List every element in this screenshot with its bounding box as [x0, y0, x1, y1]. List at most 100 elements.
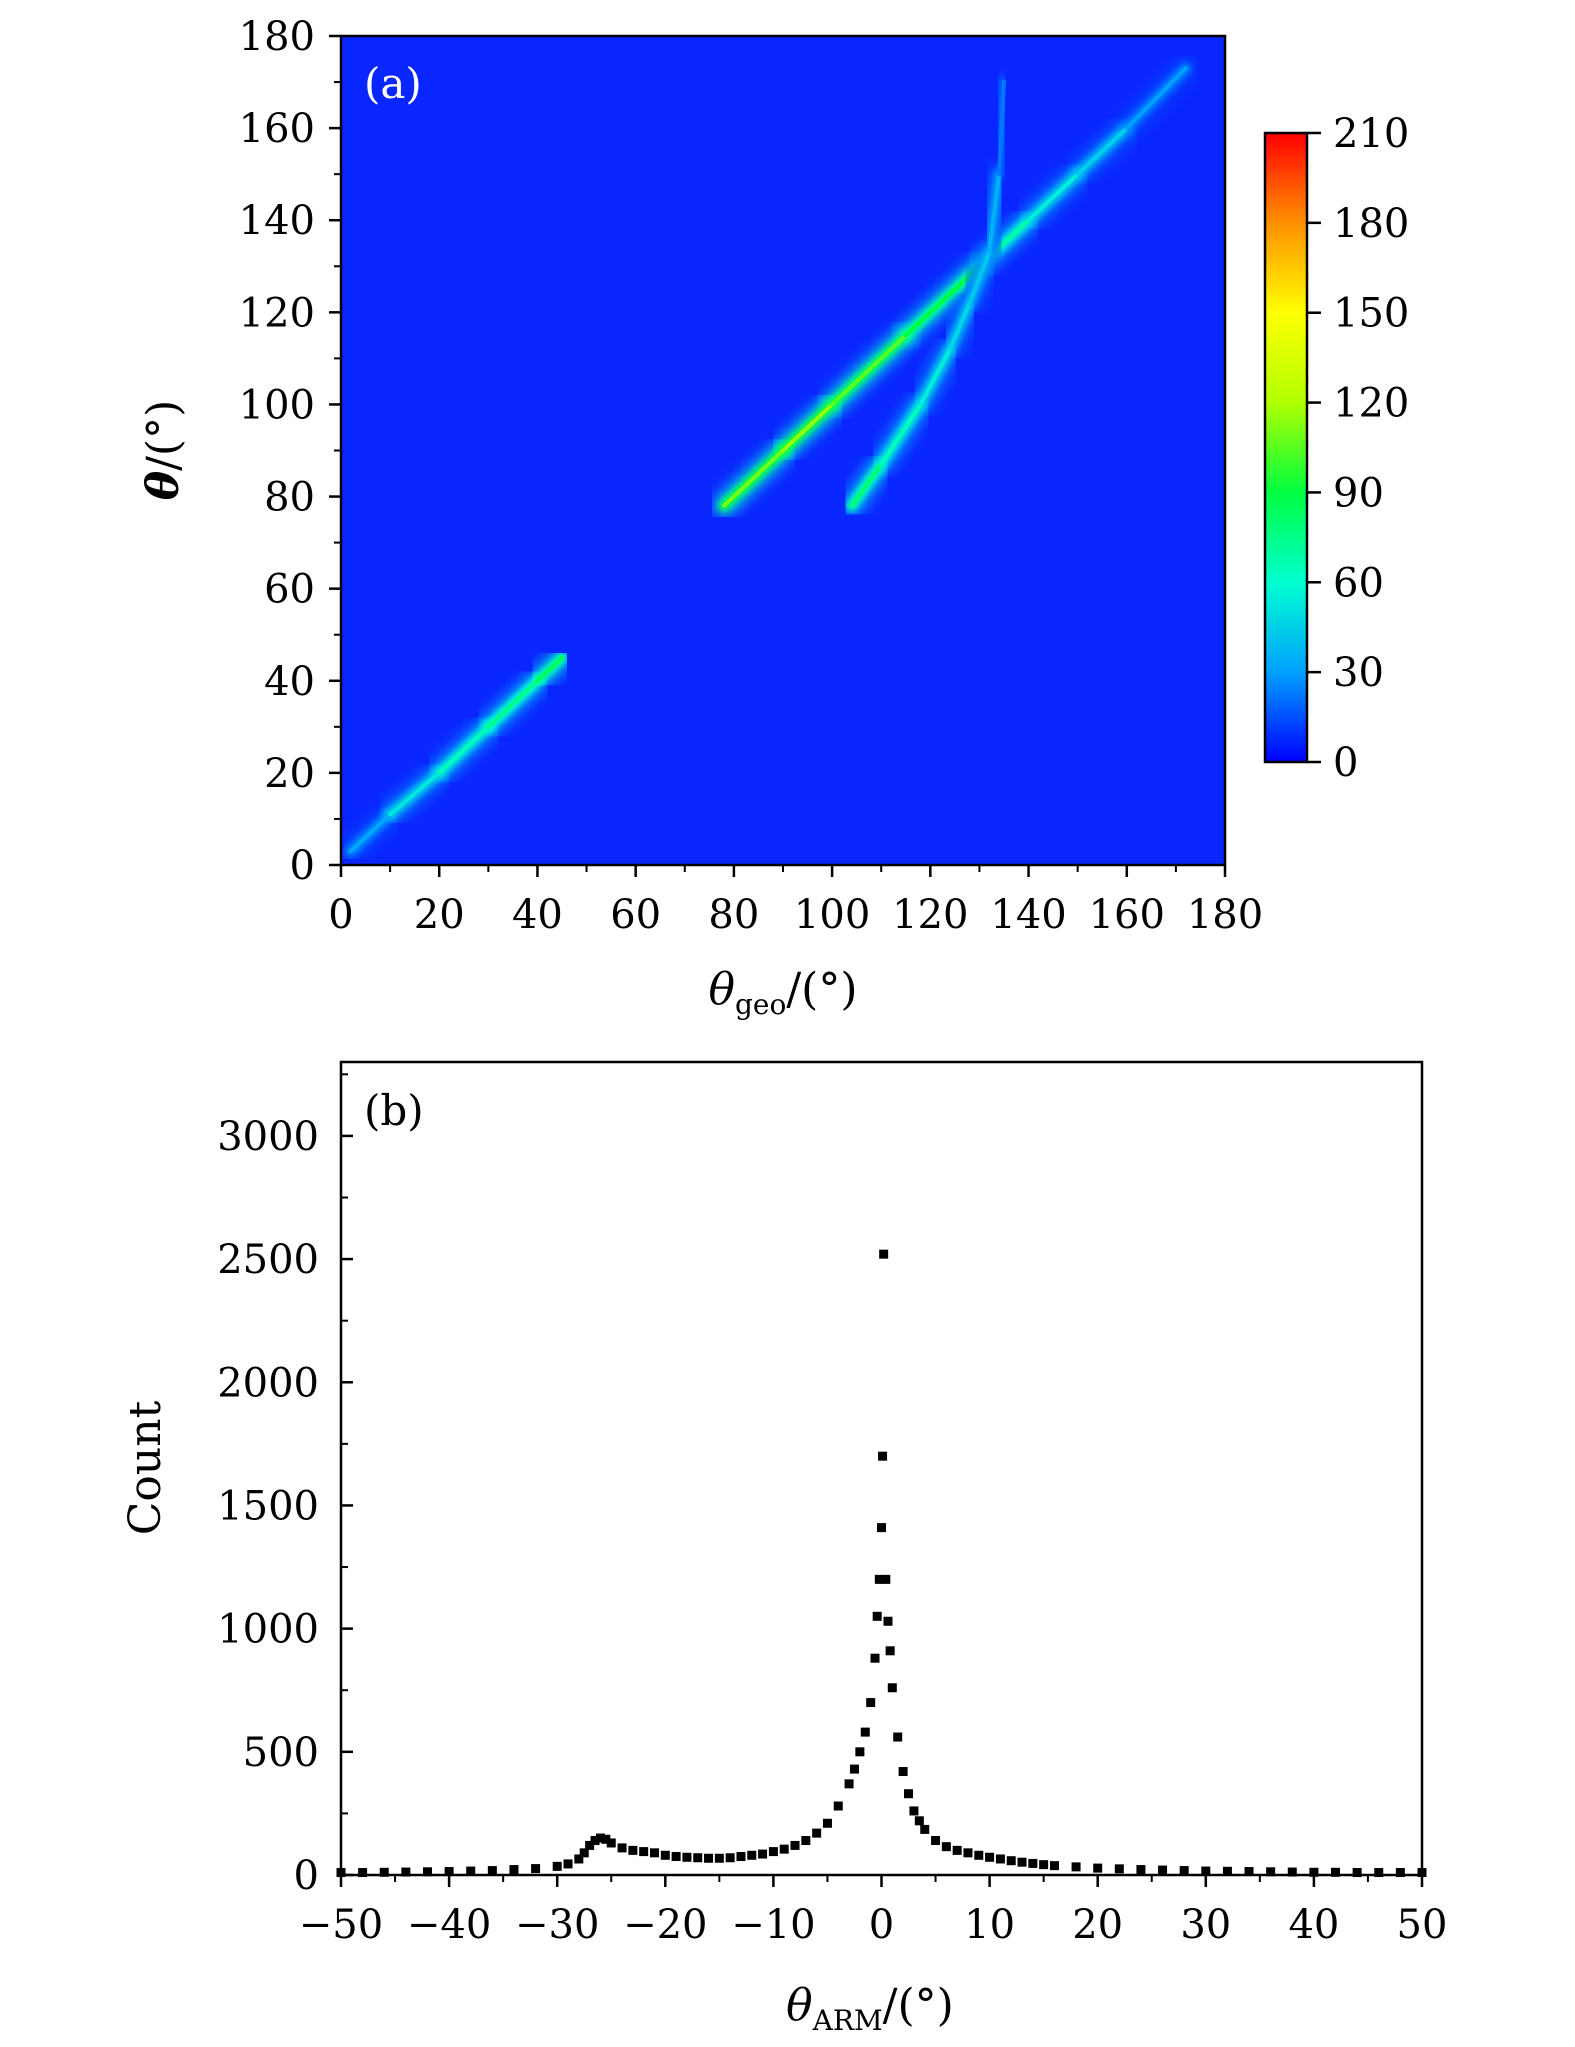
heatmap-xlabel-unit: /(°)	[786, 964, 857, 1015]
scatter-y-tick-label: 500	[243, 1730, 319, 1776]
scatter-point	[574, 1854, 584, 1864]
scatter-point	[649, 1848, 659, 1858]
scatter-point	[878, 1451, 888, 1461]
scatter-point	[1222, 1866, 1232, 1876]
scatter-point	[801, 1836, 811, 1846]
scatter-point	[812, 1828, 822, 1838]
heatmap-y-tick-label: 120	[239, 290, 315, 336]
scatter-point	[595, 1833, 605, 1843]
scatter-point	[1071, 1862, 1081, 1872]
heatmap-xlabel-sub: geo	[735, 988, 786, 1021]
scatter-point	[768, 1847, 778, 1857]
heatmap-panel: 0 20 40 60 80 100 120 140 160 180 0 20 40 60 80 100 120…	[138, 14, 1409, 1021]
scatter-point	[904, 1789, 914, 1799]
scatter-point	[898, 1767, 908, 1777]
scatter-point	[725, 1853, 735, 1863]
scatter-point	[590, 1836, 600, 1846]
heatmap-band-core	[987, 172, 1002, 255]
heatmap-y-tick-label: 60	[264, 567, 315, 613]
heatmap-y-tick-label: 40	[264, 659, 315, 705]
scatter-point	[747, 1850, 757, 1860]
heatmap-x-tick-label: 100	[794, 892, 870, 938]
scatter-point	[855, 1747, 865, 1757]
colorbar-tick-label: 150	[1333, 291, 1409, 337]
scatter-point	[870, 1653, 880, 1663]
scatter-x-tick-label: −30	[515, 1902, 599, 1948]
colorbar-gradient	[1263, 131, 1309, 764]
scatter-point	[1017, 1857, 1027, 1867]
scatter-point	[952, 1845, 962, 1855]
scatter-point	[941, 1842, 951, 1852]
heatmap-bands	[341, 57, 1197, 863]
heatmap-y-tick-label: 80	[264, 475, 315, 521]
scatter-point	[1287, 1867, 1297, 1877]
scatter-point	[874, 1574, 884, 1584]
scatter-point	[422, 1867, 432, 1877]
scatter-x-tick-label: 30	[1180, 1902, 1231, 1948]
scatter-y-tick-label: 2500	[217, 1237, 319, 1283]
scatter-y-tick-label: 1000	[217, 1607, 319, 1653]
scatter-point	[844, 1779, 854, 1789]
heatmap-band-core	[997, 80, 1006, 177]
scatter-point	[931, 1836, 941, 1846]
scatter-point	[579, 1848, 589, 1858]
scatter-point	[822, 1818, 832, 1828]
panel-label-b: (b)	[364, 1086, 424, 1135]
scatter-x-tick-label: 20	[1072, 1902, 1123, 1948]
scatter-point	[379, 1867, 389, 1877]
heatmap-x-tick-label: 120	[892, 892, 968, 938]
scatter-point	[872, 1611, 882, 1621]
scatter-point	[660, 1850, 670, 1860]
heatmap-x-tick-label: 160	[1089, 892, 1165, 938]
scatter-x-tick-label: 0	[869, 1902, 894, 1948]
heatmap-band-core	[849, 462, 884, 508]
heatmap-band-core	[1124, 66, 1188, 131]
heatmap-y-axis-label: θ/(°)	[138, 400, 189, 501]
scatter-point	[1028, 1858, 1038, 1868]
scatter-x-tick-label: −20	[623, 1902, 707, 1948]
colorbar: 0 30 60 90 120 150 180 210	[1263, 111, 1409, 786]
heatmap-band-core	[1026, 172, 1080, 223]
scatter-point	[1179, 1866, 1189, 1876]
heatmap-ylabel-unit: /(°)	[138, 400, 189, 471]
scatter-point	[779, 1844, 789, 1854]
colorbar-tick-label: 60	[1333, 560, 1384, 606]
scatter-point	[466, 1866, 476, 1876]
scatter-point	[601, 1834, 611, 1844]
scatter-x-axis-label: θARM/(°)	[786, 1980, 954, 2037]
scatter-point	[849, 1764, 859, 1774]
scatter-point	[758, 1849, 768, 1859]
scatter-x-tick-label: −10	[731, 1902, 815, 1948]
heatmap-band-core	[722, 448, 785, 508]
heatmap-band-core	[967, 250, 992, 306]
heatmap-xlabel-base: θ	[708, 964, 735, 1015]
scatter-point	[1158, 1865, 1168, 1875]
heatmap-x-tick-label: 140	[990, 892, 1066, 938]
scatter-frame	[339, 1060, 1424, 1877]
scatter-point	[1309, 1867, 1319, 1877]
heatmap-band-core	[437, 724, 491, 775]
scatter-x-tick-label: 10	[964, 1902, 1015, 1948]
scatter-point	[1266, 1867, 1276, 1877]
panel-label-a: (a)	[364, 59, 422, 108]
heatmap-band	[713, 57, 1197, 517]
heatmap-band	[341, 646, 573, 863]
scatter-y-tick-label: 3000	[217, 1114, 319, 1160]
heatmap-x-tick-label: 0	[328, 892, 353, 938]
scatter-point	[1114, 1864, 1124, 1874]
heatmap-x-ticks: 0 20 40 60 80 100 120 140 160 180	[328, 865, 1263, 938]
colorbar-tick-label: 180	[1333, 201, 1409, 247]
scatter-point	[1244, 1867, 1254, 1877]
scatter-point	[920, 1824, 930, 1834]
scatter-point	[401, 1867, 411, 1877]
scatter-y-tick-label: 1500	[217, 1483, 319, 1529]
scatter-y-ticks: 0 500 1000 1500 2000 2500 3000	[217, 1073, 353, 1899]
colorbar-tick-label: 90	[1333, 470, 1384, 516]
heatmap-band	[840, 71, 1015, 517]
scatter-point	[1331, 1867, 1341, 1877]
scatter-point	[358, 1868, 368, 1878]
scatter-y-tick-label: 0	[294, 1853, 319, 1899]
scatter-point	[909, 1806, 919, 1816]
heatmap-band-core	[830, 333, 908, 407]
scatter-point	[693, 1853, 703, 1863]
